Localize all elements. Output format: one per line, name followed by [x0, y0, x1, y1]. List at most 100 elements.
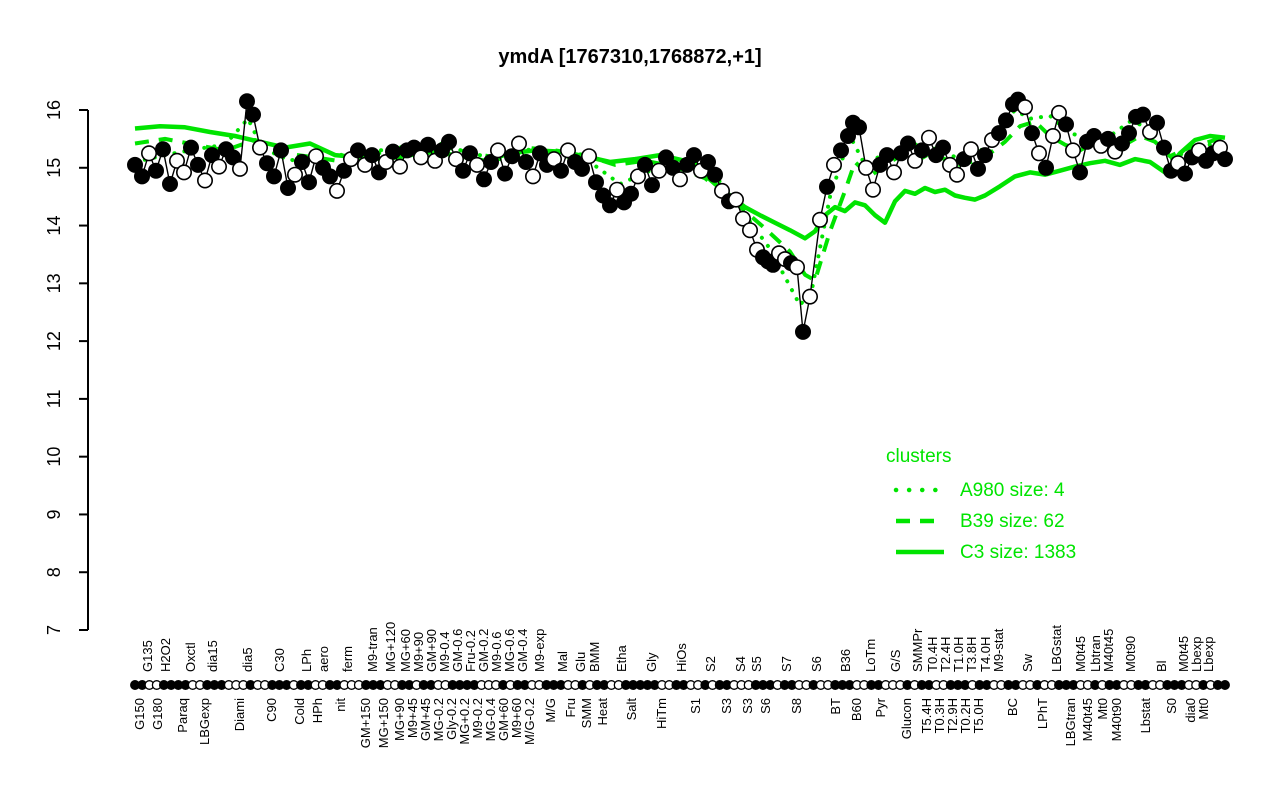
condition-label: T3.8H: [964, 637, 979, 672]
gene-point-filled: [363, 147, 380, 164]
y-tick-label: 10: [44, 447, 64, 467]
condition-label: dia15: [205, 640, 220, 672]
condition-label: C90: [264, 698, 279, 722]
gene-point-filled: [552, 162, 569, 179]
condition-label: T2.9H: [945, 698, 960, 733]
condition-label: HiTm: [654, 698, 669, 729]
rug-marker: [1220, 680, 1230, 690]
condition-label: B60: [849, 698, 864, 721]
gene-point-filled: [134, 168, 151, 185]
condition-label: GM-0.6: [450, 629, 465, 672]
condition-label: GM+150: [358, 698, 373, 748]
condition-label: GM+90: [424, 629, 439, 672]
condition-label: S8: [789, 698, 804, 714]
condition-label: LBGtran: [1063, 698, 1078, 746]
gene-point-filled: [482, 154, 499, 171]
gene-point-open: [885, 164, 902, 181]
condition-label: SMMPr: [910, 628, 925, 672]
condition-label: Glucon: [899, 698, 914, 739]
condition-label: ferm: [340, 646, 355, 672]
gene-point-open: [1031, 145, 1048, 162]
gene-point-filled: [384, 143, 401, 160]
gene-point-filled: [934, 139, 951, 156]
condition-label: Lbexp: [1189, 637, 1204, 672]
gene-point-filled: [1038, 159, 1055, 176]
gene-point-filled: [321, 168, 338, 185]
gene-point-filled: [265, 168, 282, 185]
gene-point-open: [232, 160, 249, 177]
y-tick-label: 8: [44, 567, 64, 577]
gene-point-filled: [899, 135, 916, 152]
condition-label: M40t45: [1101, 629, 1116, 672]
condition-label: T0.4H: [925, 637, 940, 672]
gene-point-open: [252, 139, 269, 156]
condition-label: M0t45: [1073, 636, 1088, 672]
condition-label: M0t90: [1123, 636, 1138, 672]
condition-label: M40t90: [1109, 698, 1124, 741]
condition-label: T5.4H: [919, 698, 934, 733]
gene-point-filled: [1024, 125, 1041, 142]
gene-point-filled: [1135, 106, 1152, 123]
gene-point-open: [1045, 128, 1062, 145]
gene-point-open: [920, 129, 937, 146]
gene-point-open: [468, 156, 485, 173]
y-tick-label: 11: [44, 390, 64, 409]
gene-point-filled: [850, 119, 867, 136]
condition-label: BT: [828, 698, 843, 715]
gene-point-filled: [636, 156, 653, 173]
cluster-line-A980: [133, 108, 1227, 308]
gene-point-filled: [1149, 114, 1166, 131]
gene-profile-line: [134, 98, 1226, 333]
condition-label: T1.0H: [951, 637, 966, 672]
y-tick-label: 13: [44, 273, 64, 293]
legend-item-label: C3 size: 1383: [960, 542, 1076, 563]
gene-point-filled: [1156, 139, 1173, 156]
gene-point-filled: [1121, 125, 1138, 142]
gene-point-open: [727, 191, 744, 208]
condition-label: M40t45: [1080, 698, 1095, 741]
gene-point-open: [169, 152, 186, 169]
gene-point-open: [734, 210, 751, 227]
condition-label: BMM: [587, 642, 602, 672]
gene-point-filled: [300, 174, 317, 191]
gene-point-filled: [155, 141, 172, 158]
condition-label: H2O2: [158, 638, 173, 672]
gene-point-filled: [997, 112, 1014, 129]
condition-label: B36: [838, 649, 853, 672]
gene-point-filled: [475, 171, 492, 188]
gene-point-open: [211, 158, 228, 175]
gene-point-filled: [587, 174, 604, 191]
gene-point-filled: [279, 180, 296, 197]
gene-point-open: [864, 181, 881, 198]
condition-label: M/G-0.2: [522, 698, 537, 745]
condition-label: Gly: [644, 652, 659, 672]
gene-point-filled: [1058, 116, 1075, 133]
condition-label: M9-tran: [365, 627, 380, 672]
condition-label: Cold: [292, 698, 307, 725]
condition-label: S1: [688, 698, 703, 714]
y-tick-label: 15: [44, 158, 64, 178]
gene-point-open: [857, 159, 874, 176]
condition-label: Glu: [573, 652, 588, 672]
gene-point-open: [629, 168, 646, 185]
gene-point-filled: [685, 147, 702, 164]
condition-label: M0t45: [1176, 636, 1191, 672]
y-tick-label: 12: [44, 331, 64, 351]
condition-label: T0.3H: [932, 698, 947, 733]
condition-label: M9-stat: [991, 628, 1006, 672]
condition-label: HiOs: [674, 643, 689, 672]
condition-label: LPhT: [1035, 698, 1050, 729]
condition-label: LBGstat: [1049, 625, 1064, 672]
gene-point-filled: [349, 142, 366, 159]
condition-label: S6: [809, 656, 824, 672]
condition-label: T2.4H: [938, 637, 953, 672]
gene-point-filled: [272, 142, 289, 159]
gene-point-open: [650, 162, 667, 179]
condition-label: T4.0H: [978, 637, 993, 672]
condition-label: GM+60: [496, 698, 511, 741]
condition-label: aero: [316, 646, 331, 672]
gene-point-filled: [976, 147, 993, 164]
gene-point-filled: [190, 156, 207, 173]
gene-point-filled: [440, 133, 457, 150]
condition-label: GM-0.4: [515, 629, 530, 672]
